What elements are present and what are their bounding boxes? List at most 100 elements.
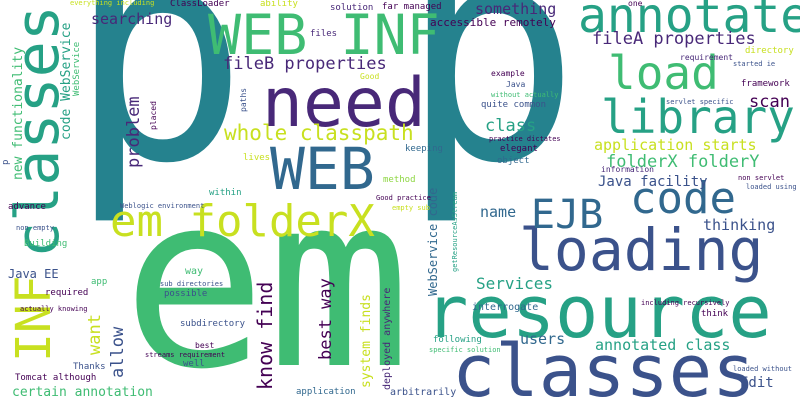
word-arbitrarily: arbitrarily xyxy=(390,387,457,398)
word-practice-dictates: practice dictates xyxy=(489,135,561,143)
word-placed: placed xyxy=(149,101,158,130)
word-whole-classpath: whole classpath xyxy=(224,121,414,145)
word-following: following xyxy=(433,335,482,345)
word-interrogate: interrogate xyxy=(472,302,539,313)
word-good: Good xyxy=(360,72,380,81)
word-required: required xyxy=(45,288,89,298)
word-paths: paths xyxy=(239,87,248,112)
word-framework: framework xyxy=(741,79,790,89)
word-application-starts: application starts xyxy=(594,136,757,154)
word-accessible-remotely: accessible remotely xyxy=(430,16,556,29)
word-empty-sub: empty sub xyxy=(392,204,430,212)
word-way: way xyxy=(185,266,204,277)
word-building: Building xyxy=(24,239,68,249)
word-folderx-foldery: folderX folderY xyxy=(606,152,760,172)
word-new-functionality: new functionality xyxy=(11,46,26,180)
word-need: need xyxy=(262,64,426,143)
word-good-practice: Good practice xyxy=(376,194,431,202)
word-servlet-specific: servlet specific xyxy=(666,98,734,106)
word-annotate: annotate xyxy=(578,0,800,44)
word-deployed-anywhere: deployed anywhere xyxy=(382,287,393,390)
word-ejb: EJB xyxy=(531,192,604,238)
word-specific-solution: specific solution xyxy=(429,346,501,354)
word-p-left: p xyxy=(68,0,249,229)
word-weblogic-environment: Weblogic environment xyxy=(120,202,205,210)
word-certain-annotation: certain annotation xyxy=(12,385,153,400)
word-edit: Edit xyxy=(740,375,774,391)
word-non-servlet: non servlet xyxy=(738,174,785,182)
word-possible: possible xyxy=(164,289,208,299)
word-resource: resource xyxy=(425,270,772,354)
word-everything-including: everything including xyxy=(70,0,155,7)
word-loading: loading xyxy=(519,216,764,284)
word-java-ee: Java EE xyxy=(8,267,59,281)
word-tomcat-although: Tomcat although xyxy=(15,373,97,383)
word-problem: problem xyxy=(124,96,144,168)
word-fileb-properties: fileB properties xyxy=(223,54,387,74)
word-subdirectory: subdirectory xyxy=(180,319,246,329)
word-advance: advance xyxy=(8,202,46,212)
word-java-facility: Java facility xyxy=(598,174,708,190)
word-classes-bottom: classes xyxy=(452,329,756,400)
word-load: load xyxy=(608,46,719,100)
word-solution: solution xyxy=(330,3,374,13)
word-class: class xyxy=(485,116,537,136)
word-non-empty: non empty xyxy=(16,224,54,232)
word-thinking: thinking xyxy=(703,216,776,234)
word-web: WEB xyxy=(270,135,375,203)
word-java-small: Java xyxy=(506,80,526,89)
word-elegant: elegant xyxy=(500,144,538,154)
word-started-ie: started ie xyxy=(733,60,776,68)
word-streams-requirement: streams requirement xyxy=(145,351,226,359)
word-system-finds: system finds xyxy=(359,294,374,388)
word-want: want xyxy=(85,314,105,355)
word-far-managed: far managed xyxy=(382,2,442,12)
word-loaded-using: loaded using xyxy=(746,183,797,191)
word-lives: lives xyxy=(243,153,271,163)
word-actually-knowing: actually knowing xyxy=(20,305,88,313)
word-keeping: keeping xyxy=(405,144,443,154)
word-searching: searching xyxy=(91,10,173,28)
word-thanks: Thanks xyxy=(73,362,106,372)
word-p-right: p xyxy=(400,0,581,229)
word-annotated-class: annotated class xyxy=(595,336,731,354)
word-directory: directory xyxy=(745,46,794,56)
word-users: users xyxy=(520,330,566,348)
word-getresourceasstream: getResourceAsStream xyxy=(451,191,459,272)
word-filea-properties: fileA properties xyxy=(592,29,756,49)
word-know-find: know find xyxy=(253,281,277,390)
word-services: Services xyxy=(476,274,554,293)
word-something: something xyxy=(475,0,557,18)
word-sub-directories: sub directories xyxy=(160,280,224,288)
word-ability: ability xyxy=(260,0,298,9)
word-name: name xyxy=(480,203,517,221)
word-web-inf: WEB INF xyxy=(208,3,440,67)
word-em-folderx: em folderX xyxy=(110,196,375,247)
word-well: well xyxy=(183,359,205,369)
word-best-way: best way xyxy=(316,278,336,360)
word-loaded-without: loaded without xyxy=(733,365,793,373)
word-allow: allow xyxy=(108,326,128,378)
word-without-actually: without actually xyxy=(491,91,559,99)
word-method: method xyxy=(383,175,416,185)
word-object: object xyxy=(497,156,530,166)
word-best: best xyxy=(195,341,215,350)
word-files: files xyxy=(310,29,338,39)
word-information: information xyxy=(601,165,654,174)
word-code: code xyxy=(630,173,736,224)
word-classloader: ClassLoader xyxy=(170,0,230,9)
word-library: library xyxy=(601,90,795,144)
word-webservice-vertical: WebService xyxy=(72,41,82,96)
word-example: example xyxy=(491,69,525,78)
word-within: within xyxy=(209,188,242,198)
word-one: one xyxy=(628,0,643,8)
word-application: application xyxy=(296,387,356,397)
word-including-recursively: including recursively xyxy=(641,299,730,307)
word-app: app xyxy=(91,277,108,287)
word-em: em xyxy=(122,142,411,400)
word-think: think xyxy=(701,309,729,319)
word-quite-common: quite common xyxy=(481,100,547,110)
word-requirement: requirement xyxy=(680,53,733,62)
word-scan: scan xyxy=(749,92,790,112)
